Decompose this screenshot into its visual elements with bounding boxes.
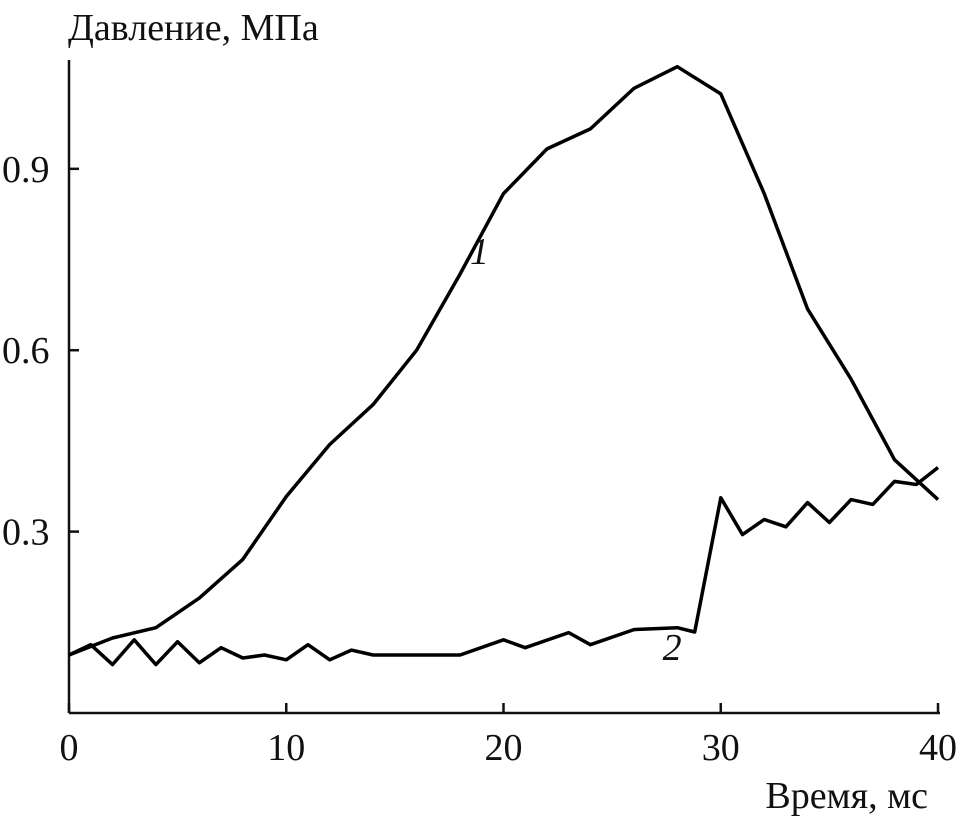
y-tick-label: 0.3 — [2, 512, 50, 554]
x-tick-label: 40 — [919, 727, 957, 769]
y-tick-label: 0.6 — [2, 330, 50, 372]
x-tick-label: 10 — [267, 727, 305, 769]
x-tick-label: 30 — [702, 727, 740, 769]
x-tick-label: 0 — [60, 727, 79, 769]
y-tick-label: 0.9 — [2, 149, 50, 191]
x-tick-label: 20 — [485, 727, 523, 769]
series-label: 1 — [470, 231, 489, 273]
series-line — [68, 64, 940, 657]
x-axis-label: Время, мс — [765, 775, 928, 817]
series-label: 2 — [663, 627, 682, 669]
series-line — [68, 466, 940, 667]
y-axis-label: Давление, МПа — [68, 7, 319, 49]
